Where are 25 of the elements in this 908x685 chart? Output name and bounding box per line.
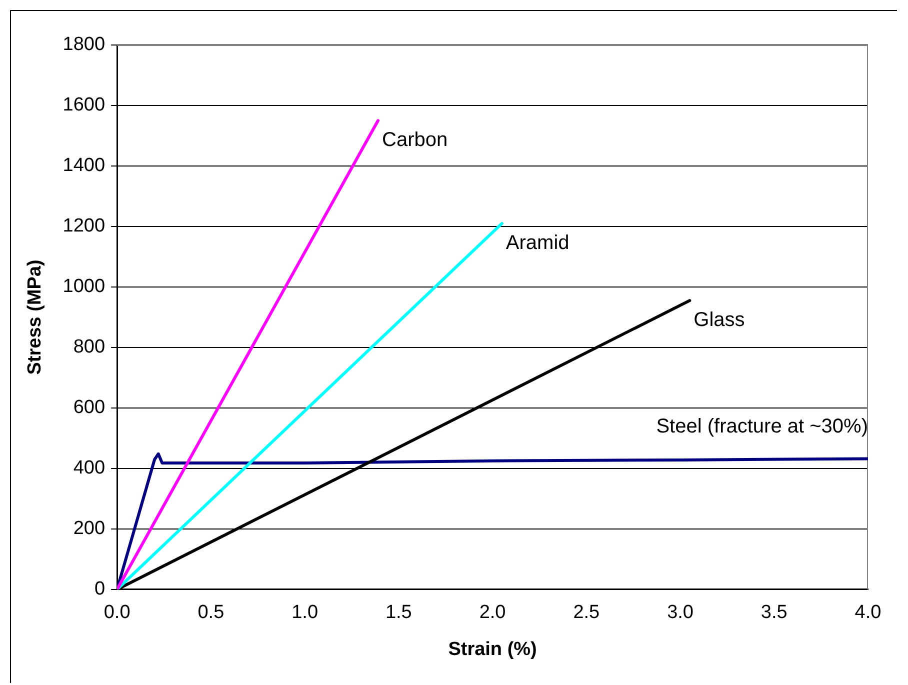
y-tick-label: 1200 xyxy=(62,216,106,237)
x-tick-label: 2.0 xyxy=(479,602,506,624)
y-tick-label: 1000 xyxy=(62,276,106,298)
y-tick-label: 800 xyxy=(73,336,106,358)
x-tick-label: 3.5 xyxy=(760,602,788,624)
series-label: Aramid xyxy=(506,232,570,254)
series-label: Carbon xyxy=(382,129,448,152)
y-tick-label: 1400 xyxy=(62,155,106,176)
series-label: Glass xyxy=(694,309,745,332)
x-tick-label: 3.0 xyxy=(667,602,694,624)
series-label: Steel (fracture at ~30%) xyxy=(656,415,868,438)
x-tick-label: 0.0 xyxy=(104,602,130,624)
y-tick-label: 600 xyxy=(73,397,106,418)
x-tick-label: 1.0 xyxy=(292,602,318,624)
x-tick-label: 0.5 xyxy=(198,602,224,624)
y-tick-label: 200 xyxy=(73,518,106,540)
y-tick-label: 1800 xyxy=(62,34,106,56)
y-axis-title: Stress (MPa) xyxy=(24,260,46,375)
x-tick-label: 4.0 xyxy=(854,602,882,624)
y-tick-label: 0 xyxy=(94,578,106,600)
y-tick-label: 1600 xyxy=(62,94,106,116)
x-tick-label: 2.5 xyxy=(573,602,600,624)
x-tick-label: 1.5 xyxy=(385,602,412,624)
y-tick-label: 400 xyxy=(73,458,106,479)
x-axis-title: Strain (%) xyxy=(448,638,537,660)
